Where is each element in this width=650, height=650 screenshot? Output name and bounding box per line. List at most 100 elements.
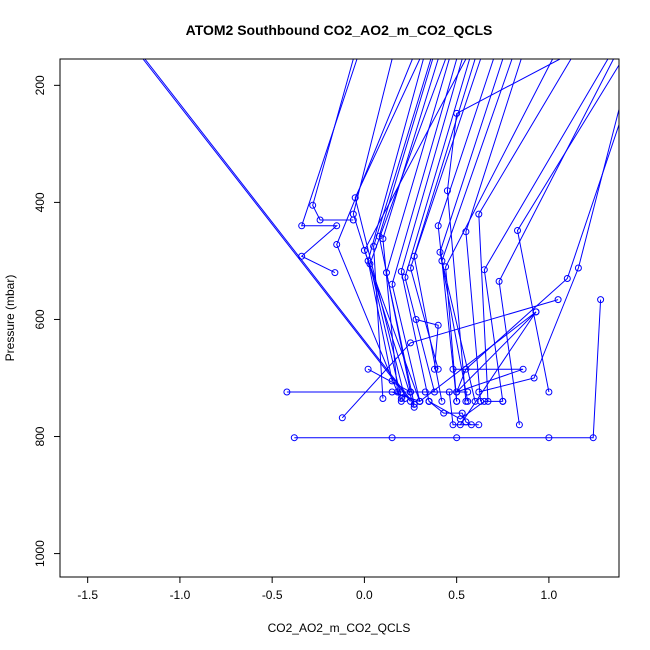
x-tick-label: 1.0 bbox=[541, 588, 558, 602]
data-point bbox=[431, 365, 438, 373]
data-point bbox=[370, 242, 378, 250]
x-axis: -1.5 -1.0 -0.5 0.0 0.5 1.0 bbox=[77, 576, 558, 602]
y-tick-label: 1000 bbox=[33, 540, 47, 567]
data-point bbox=[477, 397, 485, 405]
series-line bbox=[453, 311, 537, 426]
data-point bbox=[495, 277, 503, 285]
series-line bbox=[354, 59, 421, 399]
data-point bbox=[431, 388, 438, 396]
data-point bbox=[388, 377, 396, 385]
data-point bbox=[298, 222, 306, 230]
series-line bbox=[478, 59, 572, 402]
data-point bbox=[407, 339, 414, 347]
data-point bbox=[453, 109, 461, 117]
data-point bbox=[449, 421, 457, 429]
y-tick-label: 200 bbox=[33, 75, 47, 95]
series-line bbox=[415, 319, 439, 370]
data-point bbox=[412, 316, 420, 323]
y-axis: 200 400 600 800 1000 bbox=[33, 75, 61, 567]
data-point bbox=[484, 397, 492, 405]
series-line bbox=[456, 123, 619, 393]
data-point bbox=[438, 397, 446, 405]
series-line bbox=[373, 59, 432, 399]
data-point bbox=[514, 227, 521, 234]
series-line bbox=[478, 107, 619, 393]
data-point bbox=[349, 210, 357, 218]
data-point bbox=[309, 201, 317, 209]
data-point bbox=[480, 397, 488, 405]
series-line bbox=[341, 299, 559, 419]
data-point bbox=[379, 235, 387, 243]
data-point bbox=[453, 434, 461, 442]
data-point bbox=[366, 260, 374, 268]
data-point bbox=[410, 252, 418, 260]
data-point bbox=[351, 194, 359, 202]
data-point bbox=[283, 388, 291, 396]
data-point bbox=[383, 269, 390, 277]
data-point bbox=[375, 232, 383, 240]
data-point bbox=[331, 269, 339, 277]
data-point bbox=[499, 397, 507, 405]
data-point bbox=[401, 273, 409, 281]
data-point bbox=[445, 388, 453, 396]
data-point bbox=[421, 388, 429, 396]
series-line bbox=[378, 59, 434, 393]
data-point bbox=[515, 421, 523, 429]
data-point bbox=[530, 374, 538, 382]
data-point bbox=[410, 403, 418, 411]
data-point bbox=[407, 264, 414, 272]
data-point bbox=[407, 388, 414, 396]
data-point bbox=[453, 388, 461, 396]
series-line bbox=[391, 59, 458, 402]
series-line bbox=[445, 59, 554, 402]
data-point bbox=[545, 434, 553, 442]
data-point bbox=[475, 388, 483, 396]
series-line bbox=[142, 59, 411, 402]
data-point bbox=[480, 266, 488, 274]
series-line bbox=[382, 59, 439, 393]
data-point bbox=[388, 434, 396, 442]
series-line bbox=[385, 59, 450, 405]
data-point bbox=[475, 421, 483, 429]
series-line bbox=[465, 59, 522, 402]
series-line bbox=[437, 59, 494, 402]
data-point bbox=[449, 365, 457, 373]
x-tick-label: 0.0 bbox=[356, 588, 373, 602]
data-point bbox=[388, 388, 396, 396]
data-point bbox=[333, 222, 341, 230]
series-line bbox=[391, 311, 537, 402]
x-tick-label: -1.0 bbox=[170, 588, 191, 602]
data-point bbox=[597, 296, 605, 304]
series-line bbox=[483, 59, 609, 402]
data-point bbox=[316, 216, 324, 224]
data-point bbox=[379, 395, 387, 402]
series-line bbox=[516, 64, 619, 393]
data-point bbox=[589, 434, 597, 442]
series-line bbox=[446, 59, 561, 402]
data-point bbox=[453, 397, 461, 405]
series-line bbox=[300, 59, 358, 274]
data-point bbox=[434, 321, 442, 329]
x-tick-label: 0.5 bbox=[448, 588, 465, 602]
series-line bbox=[441, 59, 513, 402]
data-point bbox=[464, 388, 472, 396]
series-line bbox=[400, 59, 463, 402]
data-point bbox=[443, 187, 451, 195]
data-point bbox=[475, 210, 483, 218]
series-line bbox=[448, 391, 479, 426]
data-point bbox=[462, 228, 470, 236]
data-point bbox=[397, 268, 405, 275]
data-point bbox=[364, 365, 372, 373]
data-point bbox=[467, 421, 475, 429]
data-point bbox=[397, 388, 405, 396]
data-point bbox=[554, 296, 562, 304]
data-point bbox=[563, 275, 571, 282]
series-line bbox=[367, 368, 426, 393]
data-point bbox=[401, 395, 409, 402]
data-point bbox=[545, 388, 553, 396]
data-point bbox=[298, 252, 306, 260]
series-line bbox=[144, 59, 415, 405]
data-point bbox=[438, 257, 446, 265]
series-line bbox=[404, 59, 471, 393]
series-line bbox=[363, 59, 467, 402]
